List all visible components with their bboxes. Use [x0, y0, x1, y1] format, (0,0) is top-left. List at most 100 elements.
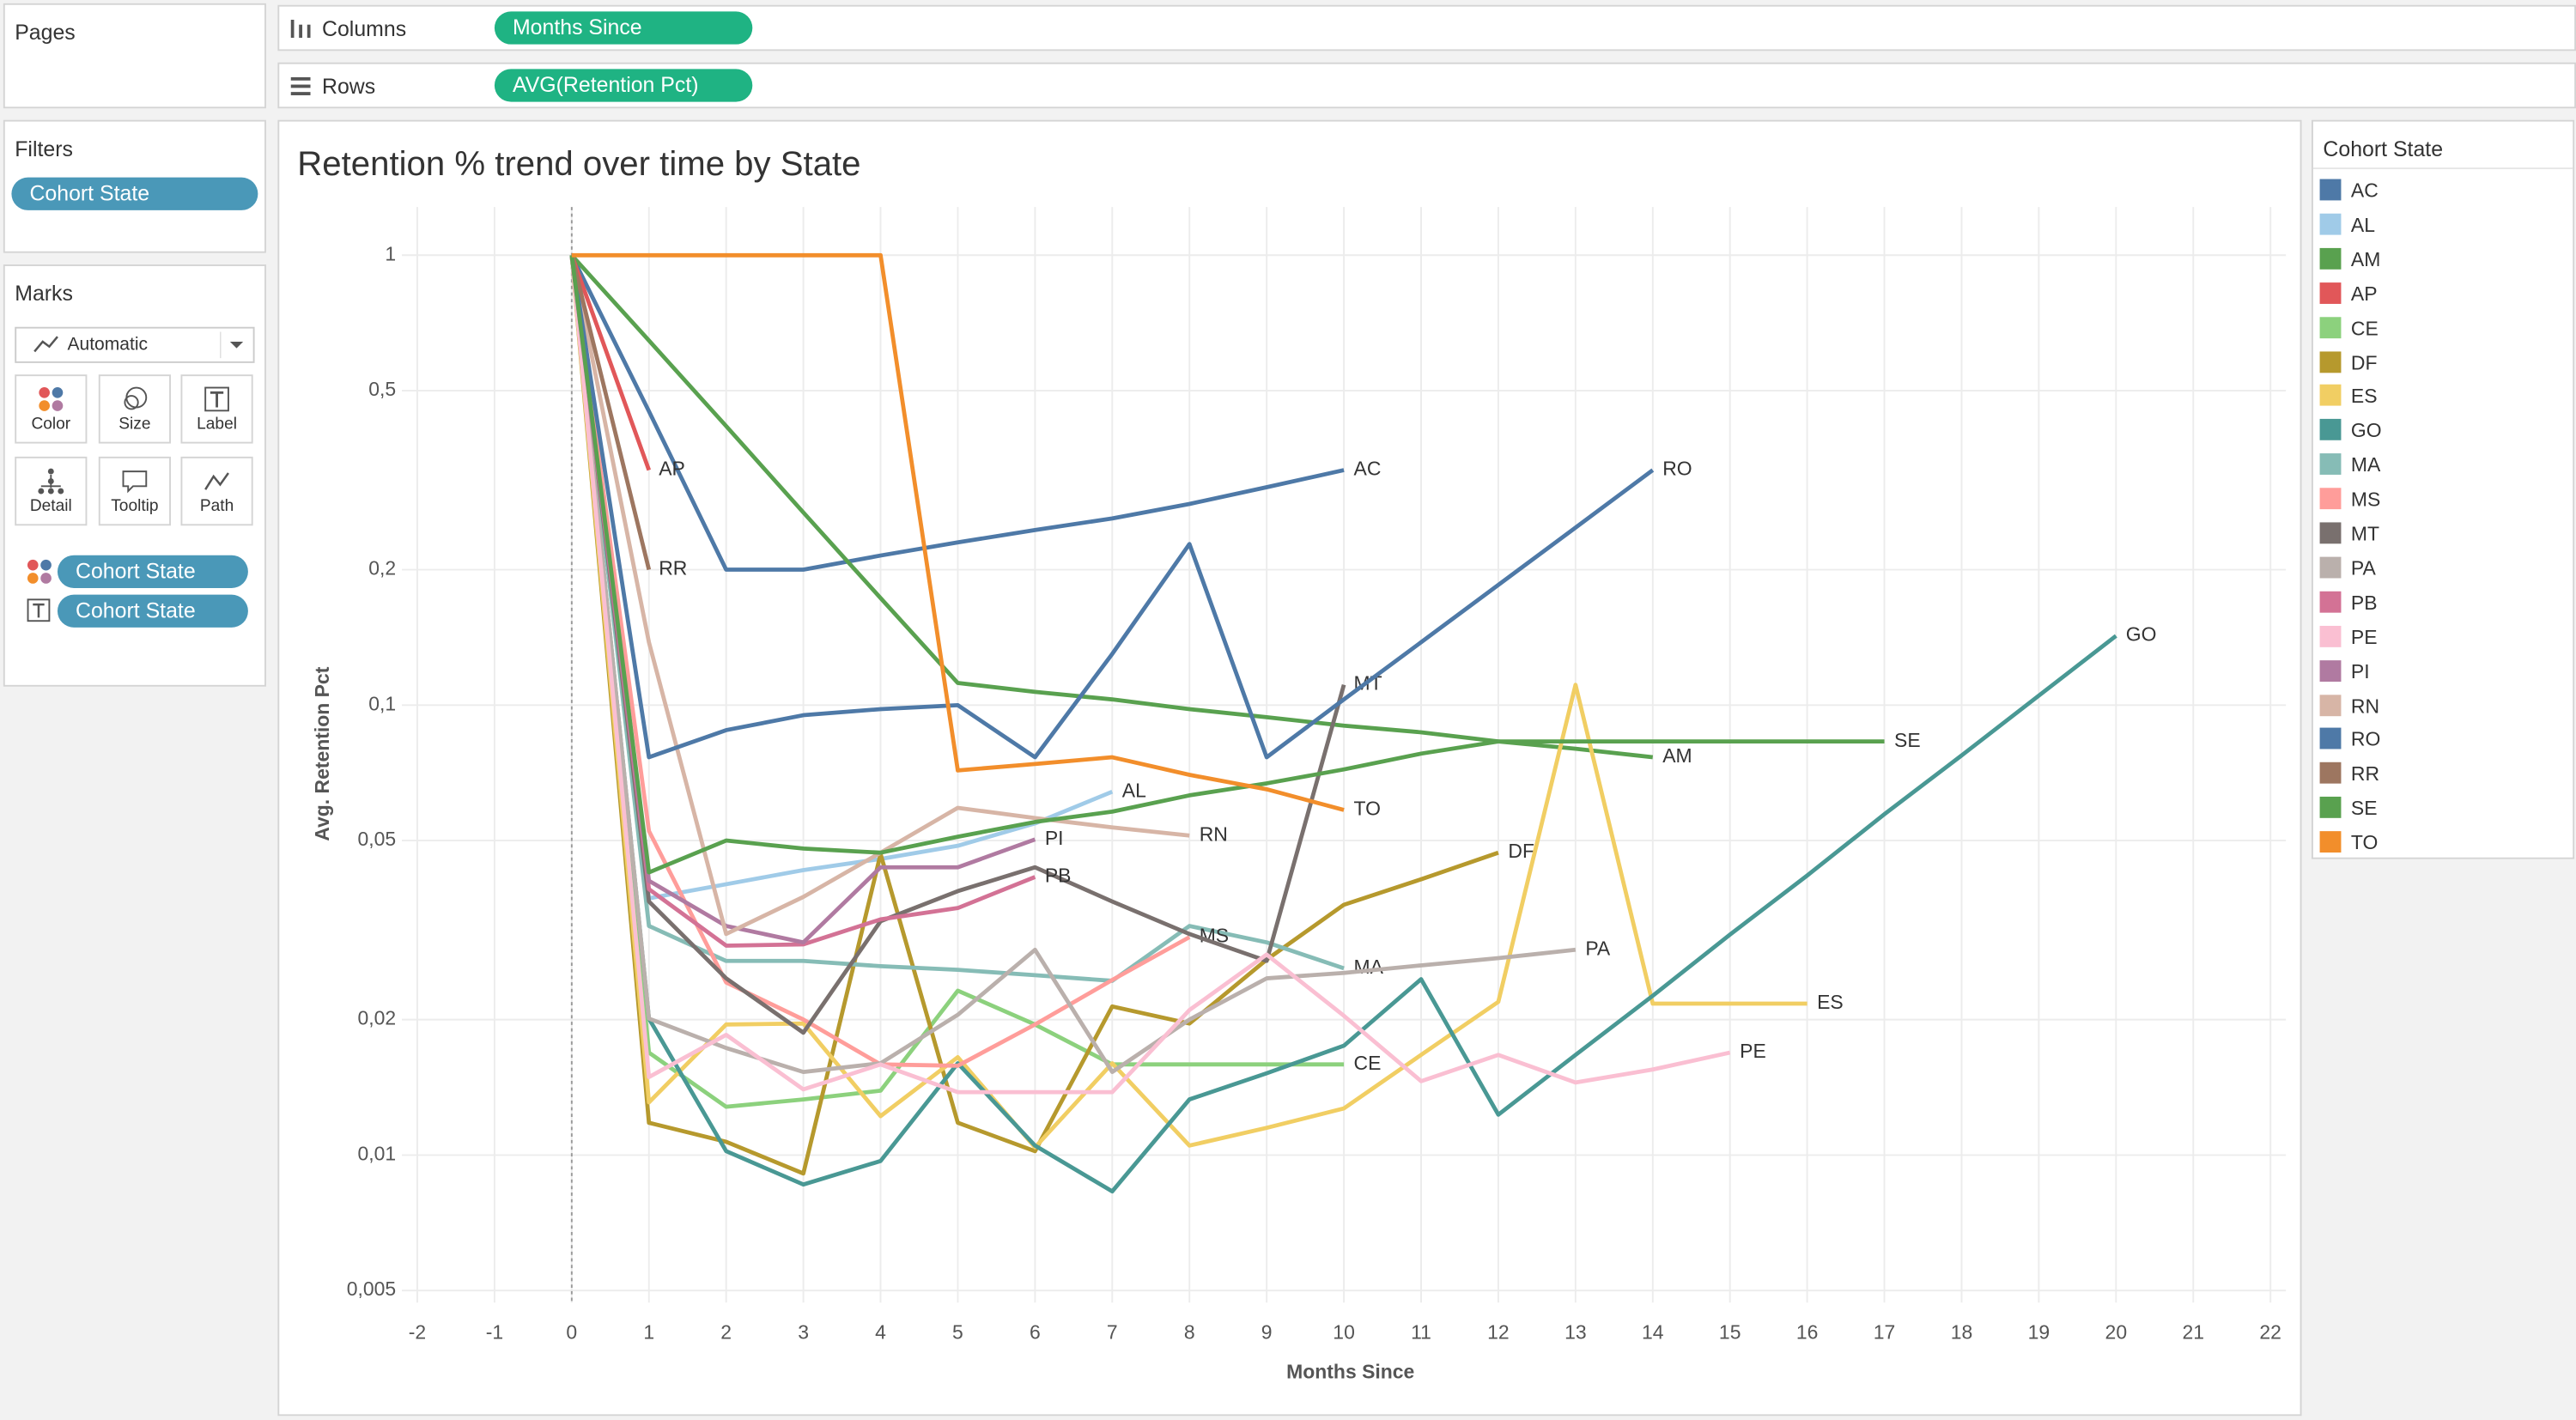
label-button[interactable]: Label [180, 374, 253, 444]
mark-type-dropdown[interactable]: Automatic [15, 326, 255, 363]
x-tick-label: 15 [1719, 1321, 1741, 1344]
legend-label: AP [2350, 282, 2378, 306]
columns-label: Columns [322, 16, 407, 41]
y-tick-label: 0,05 [357, 828, 396, 850]
legend-swatch [2319, 762, 2342, 785]
label-pill[interactable]: Cohort State [57, 594, 248, 628]
legend-entry[interactable]: PE [2319, 625, 2378, 652]
x-tick-label: 17 [1874, 1321, 1896, 1344]
legend-label: MS [2350, 488, 2381, 512]
x-axis-label: Months Since [1286, 1361, 1414, 1383]
series-line [569, 254, 652, 571]
legend-swatch [2319, 213, 2342, 235]
legend-divider [2312, 167, 2573, 170]
line-label: ES [1817, 991, 1844, 1013]
legend-title: Cohort State [2323, 136, 2444, 161]
x-tick-label: 8 [1184, 1321, 1195, 1344]
legend-label: TO [2350, 831, 2379, 855]
legend-entry[interactable]: AM [2319, 247, 2381, 275]
legend-entry[interactable]: AC [2319, 179, 2379, 206]
line-label: RO [1662, 458, 1692, 480]
x-tick-label: 7 [1107, 1321, 1118, 1344]
color-encoding-icon [27, 559, 52, 584]
filter-pill[interactable]: Cohort State [11, 177, 258, 210]
series-line [569, 254, 652, 471]
legend-swatch [2319, 488, 2342, 510]
x-tick-label: 0 [566, 1321, 577, 1344]
line-label: PB [1045, 865, 1072, 887]
legend-label: RR [2350, 762, 2380, 786]
x-tick-label: 16 [1796, 1321, 1819, 1344]
marks-card: Marks Automatic Color Size Label Detail … [3, 264, 266, 687]
legend-entry[interactable]: MS [2319, 488, 2381, 514]
series-line [569, 255, 1345, 983]
series-line [570, 253, 1654, 760]
series-line [569, 255, 1731, 1095]
line-label: PE [1740, 1040, 1766, 1062]
x-tick-label: 13 [1564, 1321, 1587, 1344]
legend-swatch [2319, 247, 2342, 270]
legend-label: RN [2350, 694, 2380, 718]
legend-entry[interactable]: GO [2319, 419, 2382, 446]
color-pill[interactable]: Cohort State [57, 555, 248, 588]
legend-swatch [2319, 625, 2342, 647]
legend-entry[interactable]: TO [2319, 831, 2379, 858]
x-tick-label: 9 [1261, 1321, 1273, 1344]
legend-swatch [2319, 282, 2342, 304]
x-tick-label: 19 [2028, 1321, 2050, 1344]
legend-label: AM [2350, 247, 2381, 271]
legend-label: PA [2350, 556, 2376, 580]
y-tick-label: 0,02 [357, 1007, 396, 1029]
grid [401, 207, 2287, 1303]
line-label: RR [659, 557, 687, 580]
series-line [569, 255, 1577, 1075]
x-tick-label: -1 [486, 1321, 503, 1344]
size-button[interactable]: Size [98, 374, 171, 444]
y-tick-label: 0,2 [368, 557, 396, 580]
path-button[interactable]: Path [180, 456, 253, 526]
line-label: GO [2126, 623, 2157, 646]
line-label: SE [1894, 729, 1921, 751]
rows-label: Rows [322, 74, 376, 99]
mark-type: Automatic [67, 335, 149, 355]
legend-swatch [2319, 556, 2342, 579]
x-tick-label: 10 [1333, 1321, 1355, 1344]
legend-entry[interactable]: PB [2319, 591, 2378, 617]
rows-pill[interactable]: AVG(Retention Pct) [494, 69, 753, 102]
legend-entry[interactable]: RR [2319, 762, 2380, 789]
legend-entry[interactable]: MA [2319, 453, 2380, 480]
legend-entry[interactable]: AL [2319, 213, 2375, 240]
tooltip-button[interactable]: Tooltip [98, 456, 171, 526]
legend-label: RO [2350, 728, 2381, 752]
color-button[interactable]: Color [15, 374, 88, 444]
legend-entry[interactable]: MT [2319, 522, 2379, 549]
x-tick-label: -2 [409, 1321, 426, 1344]
detail-button[interactable]: Detail [15, 456, 88, 526]
line-icon [33, 336, 58, 353]
columns-pill[interactable]: Months Since [494, 11, 753, 45]
series-line [571, 252, 1345, 812]
legend-entry[interactable]: RN [2319, 694, 2380, 720]
series-line [569, 255, 1499, 1176]
legend-swatch [2319, 179, 2342, 201]
legend-entry[interactable]: CE [2319, 316, 2379, 343]
legend-card: Cohort State AC AL AM AP CE DF ES GO MA MS MT PA PB P… [2312, 119, 2575, 859]
legend-swatch [2319, 728, 2342, 750]
button-label: Tooltip [111, 497, 159, 516]
legend-entry[interactable]: ES [2319, 385, 2378, 411]
legend-entry[interactable]: SE [2319, 797, 2378, 823]
legend-entry[interactable]: PI [2319, 659, 2370, 686]
legend-label: AC [2350, 179, 2379, 203]
legend-entry[interactable]: DF [2319, 350, 2378, 377]
filters-card: Filters Cohort State [3, 119, 266, 253]
legend-swatch [2319, 831, 2342, 853]
x-tick-label: 18 [1951, 1321, 1973, 1344]
legend-entry[interactable]: PA [2319, 556, 2376, 583]
legend-entry[interactable]: AP [2319, 282, 2378, 308]
legend-label: PI [2350, 659, 2370, 683]
legend-entry[interactable]: RO [2319, 728, 2381, 755]
columns-icon [290, 19, 311, 39]
legend-swatch [2319, 797, 2342, 819]
